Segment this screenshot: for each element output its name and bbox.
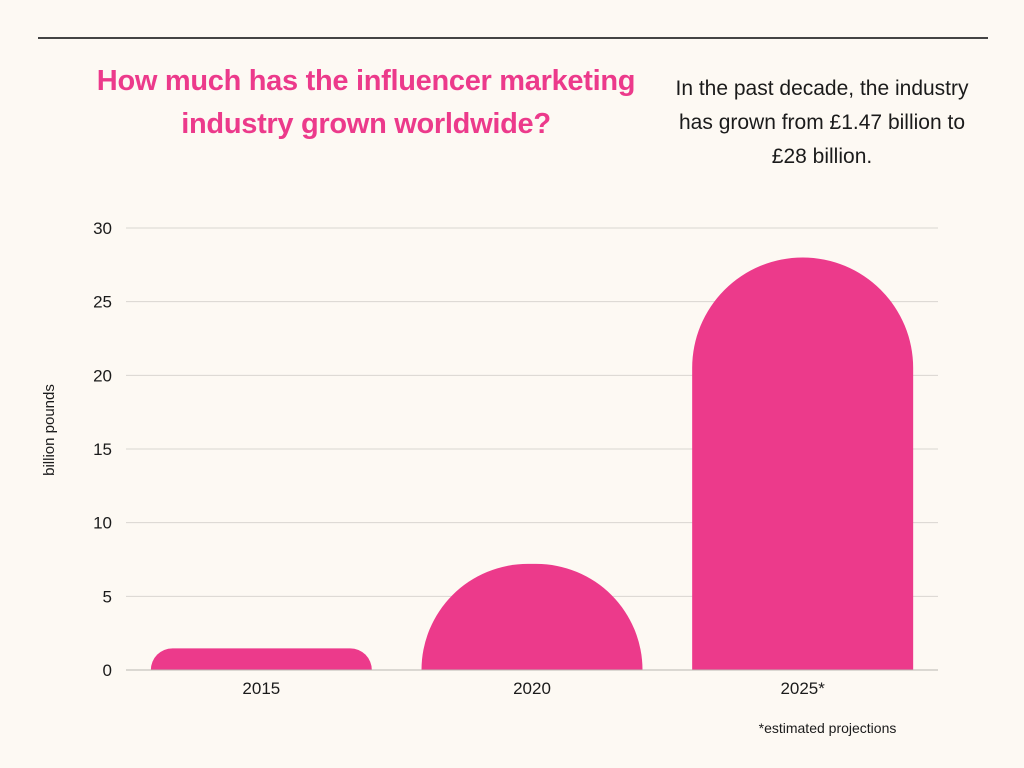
footnote: *estimated projections xyxy=(758,720,897,736)
y-tick-label: 30 xyxy=(93,219,112,238)
top-divider xyxy=(38,37,988,39)
y-tick-label: 10 xyxy=(93,514,112,533)
bar-2015 xyxy=(150,648,372,670)
y-tick-label: 20 xyxy=(93,366,112,385)
bar-2025 xyxy=(692,257,914,670)
y-tick-label: 0 xyxy=(103,661,112,680)
bar-2020 xyxy=(421,563,643,670)
bars xyxy=(150,257,914,670)
y-axis-label: billion pounds xyxy=(41,384,58,476)
y-tick-label: 15 xyxy=(93,440,112,459)
y-tick-label: 25 xyxy=(93,293,112,312)
y-axis-ticks: 0 5 10 15 20 25 30 xyxy=(93,219,112,680)
chart-title: How much has the influencer marketing in… xyxy=(96,65,636,140)
x-tick-label: 2020 xyxy=(513,679,551,698)
y-tick-label: 5 xyxy=(103,587,112,606)
x-tick-label: 2015 xyxy=(242,679,280,698)
x-tick-label: 2025* xyxy=(780,679,825,698)
x-axis-ticks: 2015 2020 2025* xyxy=(242,679,825,698)
summary-text: In the past decade, the industry has gro… xyxy=(675,77,969,168)
